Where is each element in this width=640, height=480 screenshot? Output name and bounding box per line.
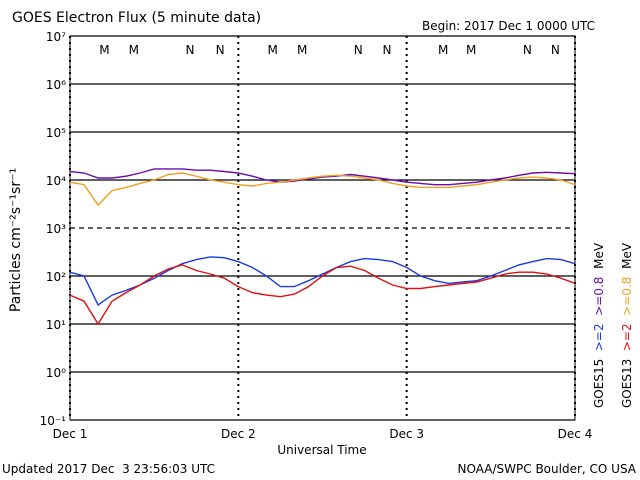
y-tick-label: 10⁵ <box>46 126 66 140</box>
legend-gap <box>592 316 606 324</box>
annotation: M <box>466 43 476 57</box>
updated-time: Updated 2017 Dec 3 23:56:03 UTC <box>2 462 215 476</box>
flux-line <box>69 264 576 326</box>
legend-gap <box>592 269 606 277</box>
annotation: N <box>551 43 560 57</box>
annotation: N <box>185 43 194 57</box>
legend-entry: >=2 <box>592 323 606 351</box>
begin-time: Begin: 2017 Dec 1 0000 UTC <box>422 19 595 33</box>
y-tick-label: 10¹ <box>46 318 66 332</box>
annotation: N <box>354 43 363 57</box>
legend-gap <box>592 351 606 359</box>
legend-gap <box>620 269 634 277</box>
legend-unit: MeV <box>592 242 606 269</box>
x-tick-label: Dec 4 <box>558 427 593 441</box>
flux-line <box>69 256 576 306</box>
x-axis-label: Universal Time <box>277 443 366 457</box>
x-tick-label: Dec 3 <box>389 427 424 441</box>
flux-line <box>69 168 576 186</box>
source: NOAA/SWPC Boulder, CO USA <box>458 462 637 476</box>
legend-entry: >=2 <box>620 323 634 351</box>
y-tick-label: 10⁰ <box>46 366 66 380</box>
annotation: M <box>438 43 448 57</box>
flux-line <box>69 172 576 207</box>
x-tick-label: Dec 2 <box>221 427 256 441</box>
legend-satellite: GOES13 <box>620 359 634 408</box>
annotation: N <box>383 43 392 57</box>
annotation: N <box>216 43 225 57</box>
legend-entry: >=0.8 <box>620 277 634 316</box>
plot-frame <box>69 35 576 421</box>
legend-satellite: GOES15 <box>592 359 606 408</box>
annotation: M <box>268 43 278 57</box>
y-tick-label: 10³ <box>46 222 66 236</box>
y-tick-label: 10⁴ <box>46 174 66 188</box>
y-axis-label: Particles cm⁻²s⁻¹sr⁻¹ <box>8 168 24 312</box>
legend-gap <box>620 316 634 324</box>
y-tick-label: 10² <box>46 270 66 284</box>
annotation: M <box>297 43 307 57</box>
annotation: M <box>129 43 139 57</box>
legend-entry: >=0.8 <box>592 277 606 316</box>
y-tick-label: 10⁷ <box>46 30 66 44</box>
legend-unit: MeV <box>620 242 634 269</box>
annotation: M <box>99 43 109 57</box>
legend: GOES13 >=2 >=0.8 MeV <box>620 242 634 408</box>
y-tick-label: 10⁻¹ <box>40 414 67 428</box>
y-tick-label: 10⁶ <box>46 78 66 92</box>
x-tick-label: Dec 1 <box>53 427 88 441</box>
legend-gap <box>620 351 634 359</box>
legend: GOES15 >=2 >=0.8 MeV <box>592 242 606 408</box>
chart-title: GOES Electron Flux (5 minute data) <box>12 10 261 26</box>
annotation: N <box>523 43 532 57</box>
